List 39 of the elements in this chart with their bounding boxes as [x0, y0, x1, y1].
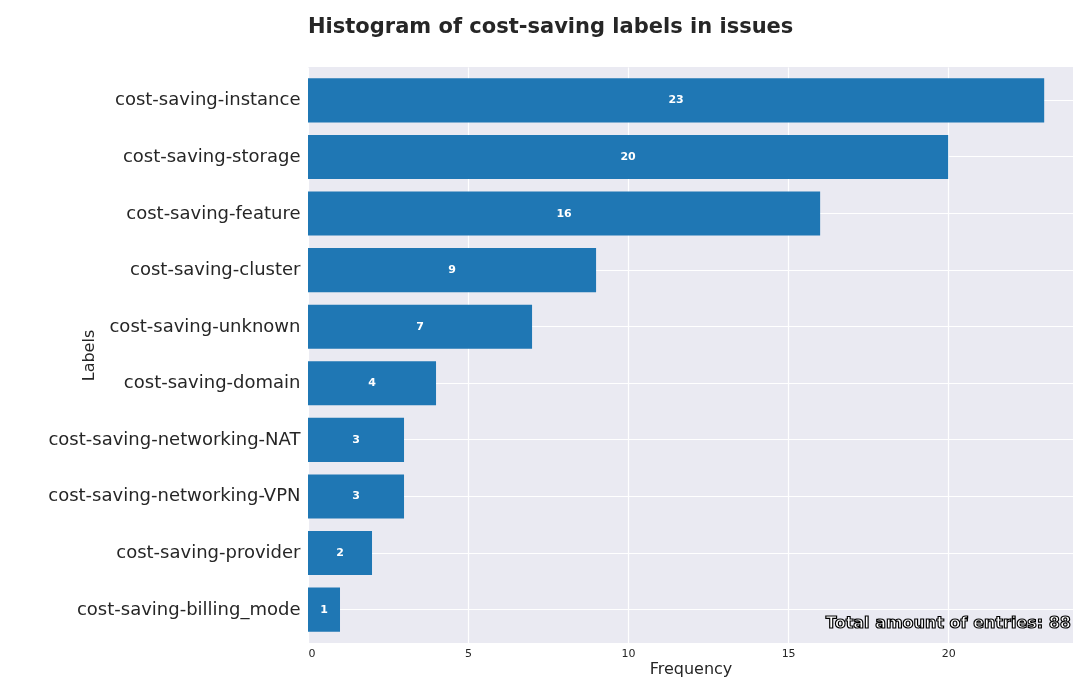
x-axis-title: Frequency: [649, 658, 733, 678]
bar: [308, 417, 405, 462]
bar: [308, 530, 373, 576]
y-tick-label: cost-saving-instance: [115, 88, 301, 110]
y-tick-label: cost-saving-cluster: [130, 258, 302, 280]
bar: [308, 304, 533, 349]
data-label: 20: [620, 149, 637, 163]
y-tick-label: cost-saving-storage: [122, 144, 301, 166]
chart-title: Histogram of cost-saving labels in issues: [308, 14, 794, 38]
bar: [308, 474, 405, 519]
data-label: 4: [368, 376, 377, 390]
data-label: 2: [336, 546, 344, 560]
y-tick-label: cost-saving-provider: [116, 541, 302, 563]
annotation: Total amount of entries: 88: [825, 613, 1071, 632]
data-label: 3: [352, 432, 360, 446]
x-tick-label: 10: [621, 646, 636, 660]
y-tick-label: cost-saving-feature: [126, 201, 301, 223]
x-tick-label: 5: [465, 646, 473, 660]
y-tick-label: cost-saving-networking-NAT: [48, 427, 302, 449]
bar: [308, 134, 949, 180]
y-axis-title: Labels: [78, 329, 98, 382]
x-tick-label: 15: [781, 646, 796, 660]
bar: [308, 361, 437, 406]
bar: [308, 78, 1045, 123]
y-tick-label: cost-saving-networking-VPN: [48, 484, 301, 506]
y-tick-label: cost-saving-unknown: [109, 314, 301, 336]
data-label: 9: [448, 263, 456, 277]
data-label: 7: [416, 319, 424, 333]
bar: [308, 248, 597, 293]
data-label: 3: [352, 489, 360, 503]
data-label: 16: [556, 206, 573, 220]
x-tick-label: 20: [941, 646, 956, 660]
data-label: 23: [668, 93, 684, 107]
y-tick-label: cost-saving-domain: [123, 371, 301, 393]
data-label: 1: [320, 602, 328, 616]
bar: [308, 191, 821, 236]
bar: [308, 587, 341, 632]
y-tick-label: cost-saving-billing_mode: [76, 597, 301, 620]
x-tick-label: 0: [308, 646, 316, 660]
